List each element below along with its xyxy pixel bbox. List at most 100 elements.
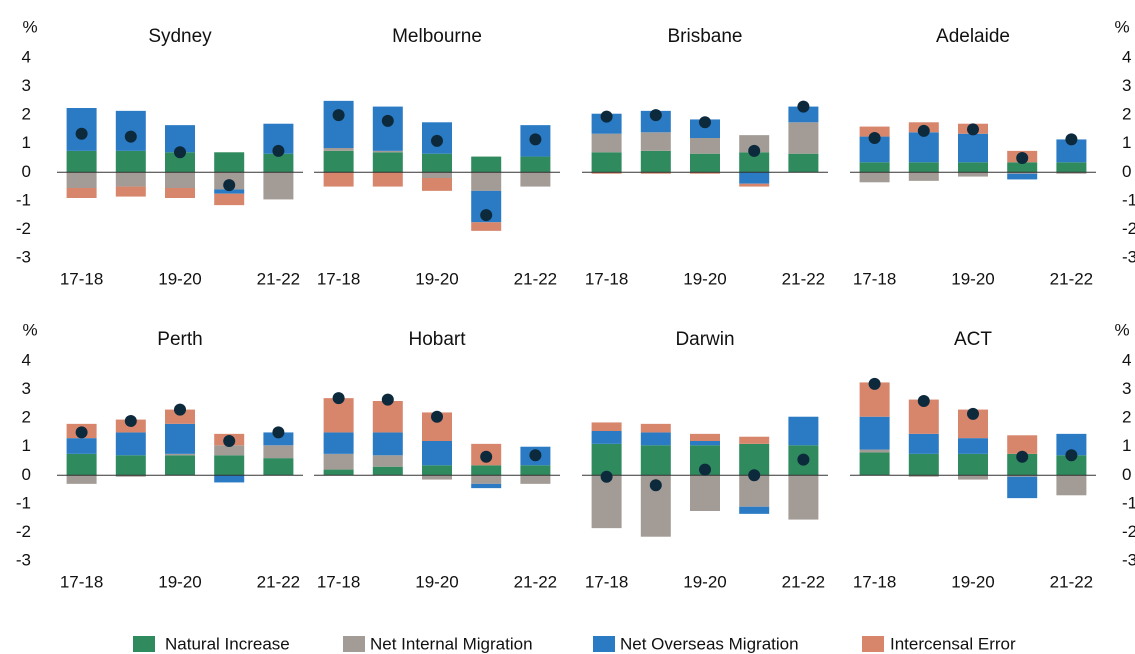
bar-segment	[958, 438, 988, 454]
bar-segment	[372, 150, 403, 153]
bar-segment	[1007, 453, 1038, 476]
total-dot	[600, 470, 613, 483]
y-tick-label: 4	[1122, 350, 1131, 369]
bar-segment	[323, 100, 354, 148]
bar-segment	[788, 106, 819, 123]
bar-segment	[1056, 162, 1087, 173]
y-tick-label: 1	[22, 436, 31, 455]
bar-segment	[323, 453, 354, 470]
total-dot	[272, 144, 285, 157]
bar-segment	[690, 153, 720, 173]
bar-segment	[323, 432, 354, 454]
bar-segment	[263, 458, 294, 476]
bar-segment	[165, 152, 195, 173]
bar-segment	[640, 110, 671, 133]
bar-segment	[165, 409, 195, 424]
x-tick-label: 21-22	[782, 572, 825, 591]
total-dot	[967, 123, 979, 136]
y-tick-label: -2	[1122, 219, 1135, 238]
total-dot	[917, 395, 930, 407]
x-tick-label: 19-20	[683, 269, 726, 288]
bar-segment	[690, 475, 720, 511]
panel-title: Perth	[157, 329, 202, 350]
total-dot	[431, 134, 443, 147]
bar-segment	[640, 432, 671, 446]
x-tick-label: 21-22	[257, 269, 300, 288]
bar-segment	[471, 222, 502, 231]
y-tick-label: -3	[1122, 247, 1135, 266]
legend-swatch	[133, 636, 155, 652]
bar-segment	[1056, 455, 1087, 476]
bar-segment	[690, 433, 720, 441]
bar-segment	[1056, 475, 1087, 496]
bar-segment	[640, 172, 671, 174]
bar-segment	[958, 453, 988, 476]
bar-segment	[739, 183, 770, 187]
bar-segment	[690, 119, 720, 138]
x-tick-label: 19-20	[158, 269, 201, 288]
bar-segment	[908, 162, 939, 173]
y-axis-label: %	[22, 320, 37, 339]
bar-segment	[422, 465, 452, 476]
bar-segment	[422, 172, 452, 178]
bar-segment	[372, 455, 403, 467]
bar-segment	[739, 172, 770, 184]
y-tick-label: -1	[16, 493, 31, 512]
y-tick-label: 3	[1122, 379, 1131, 398]
bar-segment	[520, 172, 551, 187]
bar-segment	[520, 156, 551, 173]
total-dot	[699, 116, 711, 129]
total-dot	[124, 130, 137, 143]
total-dot	[748, 144, 761, 157]
y-tick-label: 3	[22, 76, 31, 95]
total-dot	[332, 392, 345, 405]
bar-segment	[739, 135, 770, 153]
panel-title: Darwin	[675, 329, 734, 350]
panel-title: Melbourne	[392, 26, 482, 47]
total-dot	[223, 435, 236, 447]
bar-segment	[263, 153, 294, 173]
bar-segment	[214, 193, 245, 206]
bar-segment	[1007, 476, 1038, 499]
bar-segment	[66, 453, 97, 476]
bar-segment	[788, 153, 819, 173]
bar-segment	[214, 152, 245, 173]
total-dot	[600, 110, 613, 123]
bar-segment	[165, 423, 195, 454]
bar-segment	[471, 156, 502, 173]
bar-segment	[115, 172, 146, 187]
bar-segment	[591, 431, 622, 444]
bar-segment	[115, 186, 146, 197]
bar-segment	[263, 172, 294, 200]
y-tick-label: -2	[16, 522, 31, 541]
bar-segment	[323, 150, 354, 173]
bar-segment	[115, 150, 146, 173]
bar-segment	[859, 452, 890, 476]
y-tick-label: 1	[1122, 133, 1131, 152]
bar-segment	[372, 106, 403, 151]
bar-segment	[115, 475, 146, 477]
bar-segment	[422, 153, 452, 173]
bar-segment	[859, 416, 890, 450]
total-dot	[797, 100, 810, 113]
bar-segment	[690, 172, 720, 174]
total-dot	[174, 146, 186, 159]
y-tick-label: -3	[1122, 550, 1135, 569]
bar-segment	[66, 150, 97, 173]
y-tick-label: -3	[16, 550, 31, 569]
bar-segment	[591, 152, 622, 173]
total-dot	[868, 132, 881, 144]
legend-label: Net Overseas Migration	[620, 634, 799, 653]
bar-segment	[908, 453, 939, 476]
bar-segment	[520, 465, 551, 476]
bar-segment	[66, 438, 97, 454]
x-tick-label: 17-18	[853, 572, 896, 591]
bar-segment	[640, 132, 671, 151]
bar-segment	[372, 152, 403, 173]
y-tick-label: 4	[22, 350, 31, 369]
bar-segment	[263, 445, 294, 459]
bar-segment	[520, 475, 551, 484]
legend-swatch	[862, 636, 884, 652]
bar-segment	[214, 189, 245, 194]
total-dot	[223, 179, 236, 192]
